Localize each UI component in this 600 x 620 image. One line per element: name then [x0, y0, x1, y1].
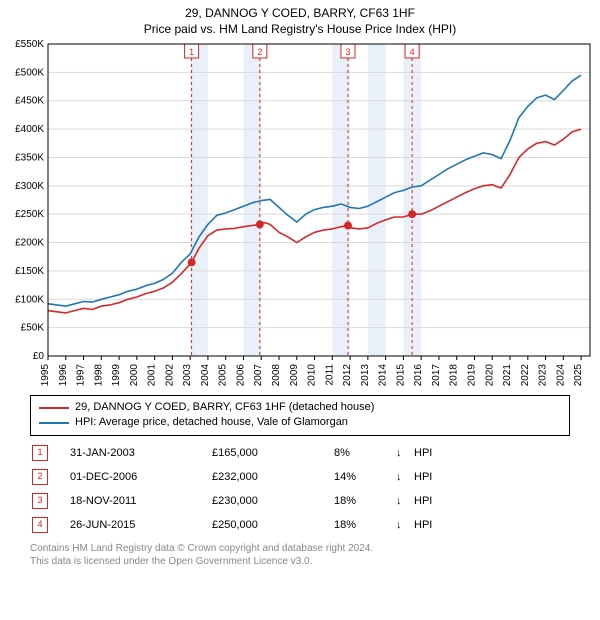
svg-text:2004: 2004 — [200, 364, 211, 387]
svg-text:£50K: £50K — [21, 323, 45, 334]
svg-text:2006: 2006 — [235, 364, 246, 387]
svg-text:2011: 2011 — [324, 364, 335, 386]
legend-label: HPI: Average price, detached house, Vale… — [75, 415, 348, 430]
svg-text:1998: 1998 — [93, 364, 104, 387]
svg-text:2025: 2025 — [573, 364, 584, 387]
svg-text:2: 2 — [257, 47, 262, 57]
svg-text:£150K: £150K — [15, 266, 44, 277]
svg-text:1996: 1996 — [58, 364, 69, 387]
sale-date: 18-NOV-2011 — [70, 490, 210, 512]
svg-text:£500K: £500K — [15, 67, 44, 78]
svg-text:4: 4 — [410, 47, 415, 57]
svg-text:2014: 2014 — [378, 364, 389, 387]
svg-text:2003: 2003 — [182, 364, 193, 387]
svg-text:£450K: £450K — [15, 96, 44, 107]
sale-price: £250,000 — [212, 514, 332, 536]
svg-text:2020: 2020 — [484, 364, 495, 387]
sale-pct: 18% — [334, 514, 394, 536]
arrow-down-icon: ↓ — [396, 490, 412, 512]
sale-date: 01-DEC-2006 — [70, 466, 210, 488]
chart-svg: £0 £50K £100K £150K £200K £250K £300K £350K £400… — [0, 36, 600, 391]
arrow-down-icon: ↓ — [396, 514, 412, 536]
legend-swatch — [39, 422, 69, 424]
svg-text:2019: 2019 — [466, 364, 477, 387]
sale-price: £165,000 — [212, 442, 332, 464]
svg-text:2013: 2013 — [360, 364, 371, 387]
sale-date: 26-JUN-2015 — [70, 514, 210, 536]
svg-text:£250K: £250K — [15, 209, 44, 220]
sale-row: 1 31-JAN-2003£165,0008%↓HPI — [32, 442, 432, 464]
sales-table: 131-JAN-2003£165,0008%↓HPI201-DEC-2006£2… — [30, 440, 434, 538]
sale-suffix: HPI — [414, 490, 432, 512]
sale-row: 2 01-DEC-2006£232,00014%↓HPI — [32, 466, 432, 488]
sale-marker-icon: 1 — [32, 445, 48, 461]
sale-row: 3 18-NOV-2011£230,00018%↓HPI — [32, 490, 432, 512]
svg-text:£0: £0 — [33, 351, 45, 362]
svg-text:2021: 2021 — [502, 364, 513, 387]
legend-row: 29, DANNOG Y COED, BARRY, CF63 1HF (deta… — [39, 400, 561, 415]
svg-text:£550K: £550K — [15, 39, 44, 50]
svg-text:1: 1 — [189, 47, 194, 57]
sale-suffix: HPI — [414, 442, 432, 464]
legend-row: HPI: Average price, detached house, Vale… — [39, 415, 561, 430]
chart-subtitle: Price paid vs. HM Land Registry's House … — [0, 22, 600, 36]
svg-text:2000: 2000 — [129, 364, 140, 387]
sale-pct: 8% — [334, 442, 394, 464]
svg-text:£350K: £350K — [15, 152, 44, 163]
sale-price: £232,000 — [212, 466, 332, 488]
legend-label: 29, DANNOG Y COED, BARRY, CF63 1HF (deta… — [75, 400, 374, 415]
sale-marker-icon: 4 — [32, 517, 48, 533]
legend: 29, DANNOG Y COED, BARRY, CF63 1HF (deta… — [30, 395, 570, 436]
chart-container: 29, DANNOG Y COED, BARRY, CF63 1HF Price… — [0, 0, 600, 620]
svg-text:2007: 2007 — [253, 364, 264, 387]
svg-text:2001: 2001 — [147, 364, 158, 387]
footer-line1: Contains HM Land Registry data © Crown c… — [30, 542, 570, 555]
sale-marker-icon: 2 — [32, 469, 48, 485]
svg-text:1999: 1999 — [111, 364, 122, 387]
svg-text:2016: 2016 — [413, 364, 424, 387]
svg-text:2015: 2015 — [395, 364, 406, 387]
sale-row: 4 26-JUN-2015£250,00018%↓HPI — [32, 514, 432, 536]
svg-text:£400K: £400K — [15, 124, 44, 135]
svg-text:1995: 1995 — [40, 364, 51, 387]
sale-pct: 18% — [334, 490, 394, 512]
svg-text:£200K: £200K — [15, 238, 44, 249]
sale-suffix: HPI — [414, 466, 432, 488]
footer: Contains HM Land Registry data © Crown c… — [30, 542, 570, 568]
svg-text:2012: 2012 — [342, 364, 353, 387]
legend-swatch — [39, 407, 69, 409]
svg-text:2009: 2009 — [289, 364, 300, 387]
sale-date: 31-JAN-2003 — [70, 442, 210, 464]
svg-text:2002: 2002 — [164, 364, 175, 387]
svg-text:2024: 2024 — [555, 364, 566, 387]
svg-text:2022: 2022 — [520, 364, 531, 387]
svg-text:2005: 2005 — [218, 364, 229, 387]
svg-text:£100K: £100K — [15, 294, 44, 305]
svg-text:1997: 1997 — [76, 364, 87, 387]
sale-marker-icon: 3 — [32, 493, 48, 509]
footer-line2: This data is licensed under the Open Gov… — [30, 555, 570, 568]
chart-title: 29, DANNOG Y COED, BARRY, CF63 1HF — [0, 6, 600, 20]
sale-suffix: HPI — [414, 514, 432, 536]
title-block: 29, DANNOG Y COED, BARRY, CF63 1HF Price… — [0, 0, 600, 36]
svg-text:2023: 2023 — [538, 364, 549, 387]
svg-text:2018: 2018 — [449, 364, 460, 387]
arrow-down-icon: ↓ — [396, 442, 412, 464]
svg-text:3: 3 — [345, 47, 350, 57]
svg-text:2008: 2008 — [271, 364, 282, 387]
svg-text:2017: 2017 — [431, 364, 442, 387]
svg-text:2010: 2010 — [307, 364, 318, 387]
sale-price: £230,000 — [212, 490, 332, 512]
arrow-down-icon: ↓ — [396, 466, 412, 488]
sale-pct: 14% — [334, 466, 394, 488]
svg-text:£300K: £300K — [15, 181, 44, 192]
